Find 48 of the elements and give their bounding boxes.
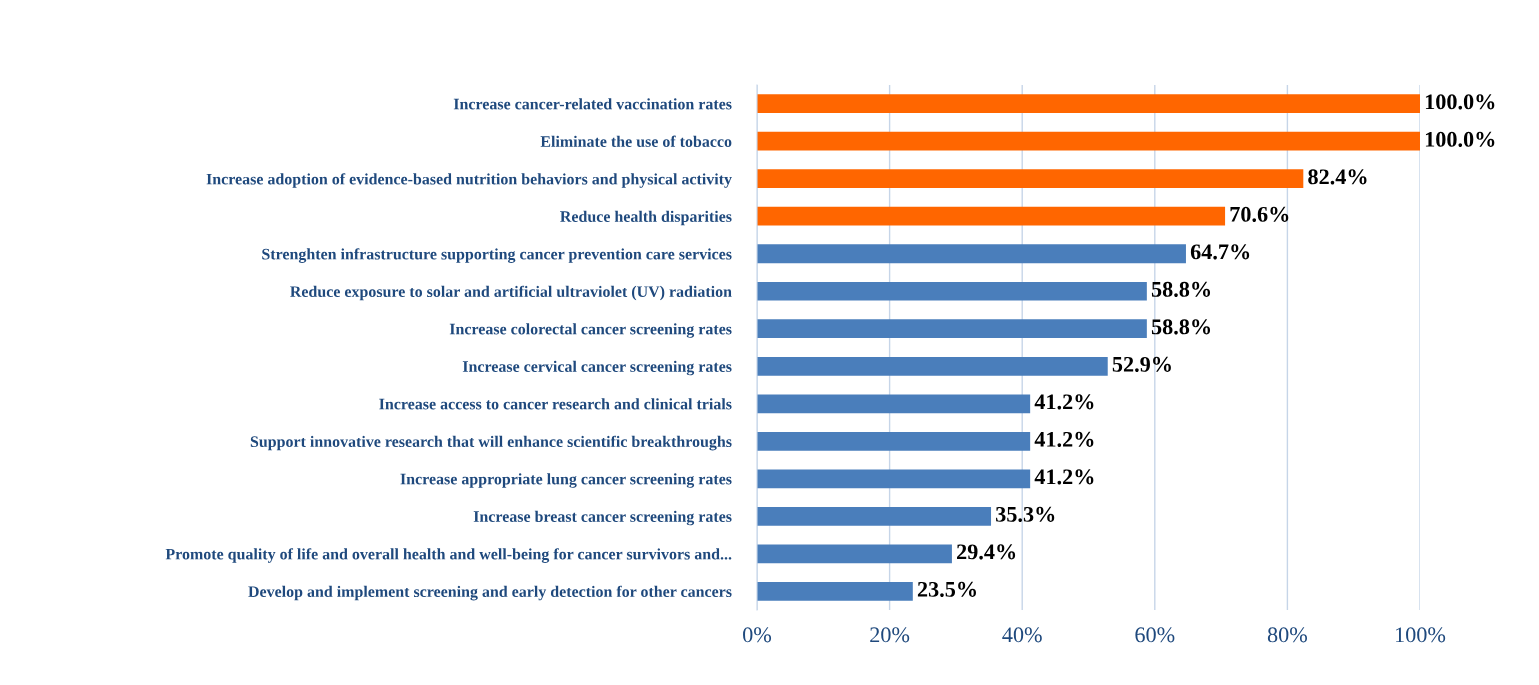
y-tick-label: Eliminate the use of tobacco — [540, 135, 732, 147]
bar — [757, 281, 1147, 301]
bar — [757, 581, 913, 601]
x-tick-label: 20% — [870, 627, 910, 643]
bar — [757, 506, 992, 526]
bar — [757, 544, 952, 564]
data-label: 41.2% — [1034, 431, 1094, 447]
x-tick-label: 80% — [1267, 627, 1308, 643]
data-label: 70.6% — [1230, 206, 1289, 222]
y-tick-label: Develop and implement screening and early detection for other cancers — [248, 585, 732, 601]
bar — [757, 94, 1420, 114]
data-label: 64.7% — [1190, 244, 1250, 260]
data-label: 35.3% — [996, 506, 1055, 522]
y-tick-label: Increase cancer-related vaccination rates — [453, 98, 732, 110]
bar — [757, 169, 1304, 189]
bar — [757, 131, 1420, 151]
data-label: 41.2% — [1034, 469, 1094, 485]
x-tick-label: 40% — [1002, 627, 1042, 643]
y-tick-label: Increase adoption of evidence-based nutrition behaviors and physical activity — [206, 173, 732, 188]
y-tick-label: Increase appropriate lung cancer screening rates — [400, 473, 732, 488]
bar — [757, 356, 1108, 376]
bar — [757, 244, 1186, 264]
data-label: 82.4% — [1308, 169, 1367, 185]
y-tick-label: Reduce health disparities — [560, 210, 732, 226]
y-tick-label: Reduce exposure to solar and artificial ultraviolet (UV) radiation — [290, 285, 732, 301]
data-label: 100.0% — [1425, 131, 1495, 147]
bar — [757, 469, 1031, 489]
data-label: 58.8% — [1151, 281, 1211, 297]
x-tick-label: 100% — [1396, 627, 1446, 643]
y-tick-label: Promote quality of life and overall health and well-being for cancer survivors and... — [165, 548, 732, 563]
y-tick-label: Increase breast cancer screening rates — [473, 510, 732, 526]
x-tick-label: 0% — [743, 627, 772, 643]
data-label: 58.8% — [1151, 319, 1211, 335]
data-label: 100.0% — [1425, 94, 1495, 110]
data-label: 41.2% — [1034, 394, 1094, 410]
y-tick-label: Increase colorectal cancer screening rates — [449, 323, 732, 338]
x-tick-label: 60% — [1135, 627, 1175, 643]
bar — [757, 394, 1031, 414]
data-label: 52.9% — [1112, 356, 1171, 372]
bar — [757, 206, 1226, 226]
y-tick-label: Increase cervical cancer screening rates — [462, 360, 732, 376]
y-tick-label: Increase access to cancer research and clinical trials — [379, 398, 732, 410]
data-label: 23.5% — [917, 581, 976, 597]
data-label: 29.4% — [957, 544, 1016, 560]
y-tick-label: Strenghten infrastructure supporting cancer prevention care services — [262, 248, 732, 263]
y-tick-label: Support innovative research that will enhance scientific breakthroughs — [250, 435, 732, 451]
bar — [757, 319, 1147, 339]
bar — [757, 431, 1031, 451]
